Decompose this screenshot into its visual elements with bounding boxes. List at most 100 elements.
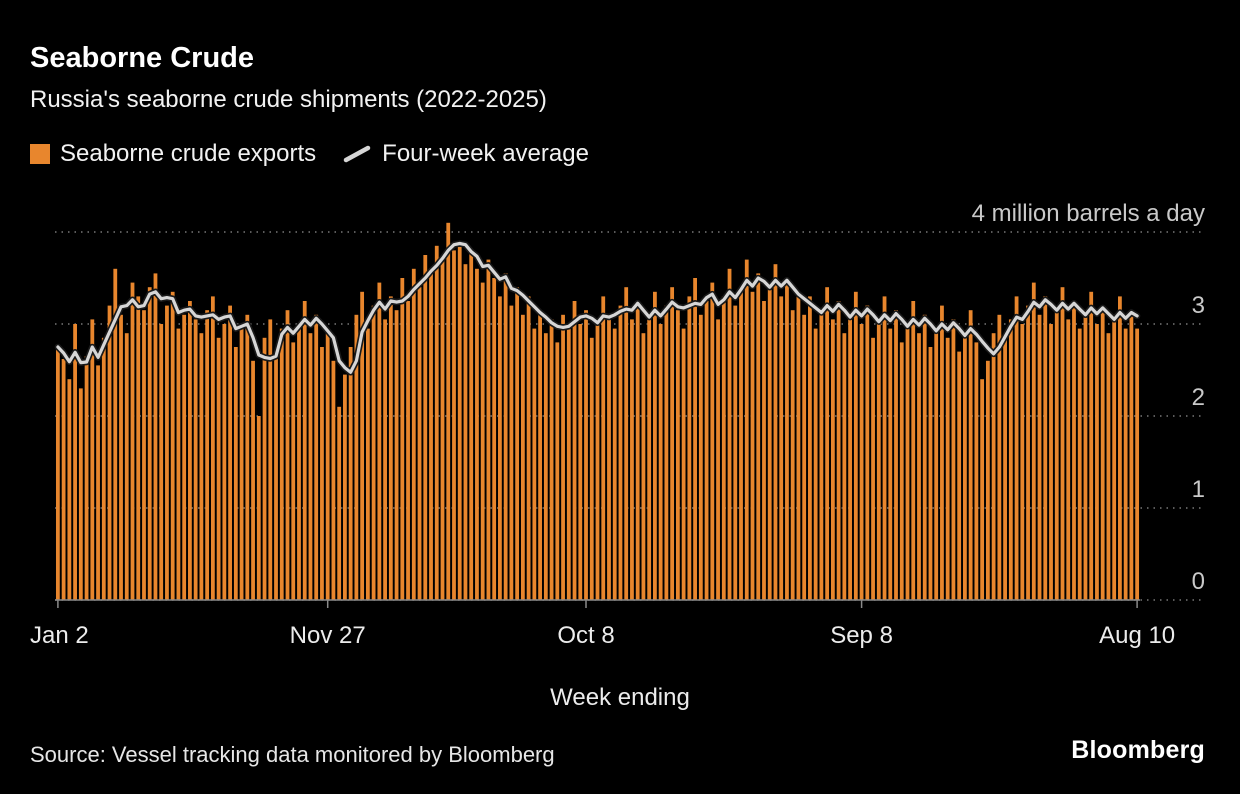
export-bar [750, 291, 755, 600]
x-tick-label-jan2: Jan 2 [30, 622, 89, 649]
export-bar [756, 273, 761, 600]
legend-item-average: Four-week average [342, 140, 589, 168]
export-bar [526, 296, 531, 600]
export-bar [997, 314, 1002, 600]
export-bar [744, 259, 749, 600]
export-bar [716, 319, 720, 600]
export-bar [337, 406, 342, 600]
export-bar [90, 319, 95, 600]
x-tick-label-aug10: Aug 10 [1099, 622, 1176, 649]
export-bar [434, 245, 439, 601]
legend: Seaborne crude exports Four-week average [30, 140, 589, 168]
export-bar [331, 360, 336, 600]
page-subtitle: Russia's seaborne crude shipments (2022-… [30, 86, 547, 113]
export-bar [1003, 337, 1007, 600]
export-bar [739, 287, 743, 600]
export-bar [423, 255, 428, 600]
export-bar [205, 310, 210, 600]
export-bar [630, 319, 634, 600]
bar-swatch-icon [30, 144, 50, 164]
export-bar [61, 359, 66, 600]
export-bar [698, 314, 703, 600]
export-bar [55, 347, 60, 600]
export-bar [572, 301, 577, 600]
export-bar [871, 337, 875, 600]
export-bar [1008, 319, 1013, 600]
export-bar [1031, 282, 1036, 600]
export-bar [991, 333, 996, 600]
export-bar [624, 287, 629, 600]
export-bar [216, 337, 221, 600]
export-bar [239, 328, 244, 600]
export-bar [566, 328, 571, 600]
export-bar [142, 310, 146, 600]
export-bar [980, 379, 985, 600]
export-bar [899, 342, 904, 600]
export-bar [830, 319, 835, 600]
export-bar [199, 333, 204, 600]
export-bar [882, 296, 887, 600]
export-bar [440, 259, 445, 600]
average-line [56, 241, 1139, 374]
export-bar [96, 365, 100, 600]
export-bar [147, 287, 152, 600]
export-bar [1054, 305, 1059, 600]
export-bar [446, 222, 451, 601]
export-bar [538, 310, 542, 600]
export-bar [647, 314, 652, 600]
export-bar [1118, 296, 1122, 600]
export-bar [308, 333, 313, 600]
export-bar [963, 333, 967, 600]
export-bar [853, 291, 858, 600]
export-bar [894, 310, 898, 600]
export-bar [67, 379, 72, 600]
export-bar [515, 287, 520, 600]
page-title: Seaborne Crude [30, 42, 254, 74]
export-bar [641, 333, 646, 600]
export-bar [1049, 324, 1053, 600]
export-bar [371, 305, 376, 600]
export-bar [84, 356, 89, 600]
export-bar [767, 282, 772, 600]
export-bar [302, 301, 307, 600]
export-bar [727, 268, 732, 600]
export-bar [1043, 296, 1048, 600]
export-bar [469, 250, 474, 600]
export-bar [480, 282, 485, 600]
export-bar [940, 305, 944, 600]
export-bar [222, 324, 227, 600]
export-bar [549, 319, 554, 600]
export-bar [1014, 296, 1019, 600]
export-bar [509, 305, 514, 600]
export-bar [343, 374, 347, 600]
export-bar [1129, 310, 1134, 600]
export-bar [170, 291, 175, 600]
export-bar [503, 273, 508, 600]
export-bar [475, 268, 479, 600]
export-bar [188, 301, 192, 600]
legend-label-exports: Seaborne crude exports [60, 140, 317, 167]
export-bar [1135, 328, 1140, 600]
export-bar [78, 388, 83, 600]
export-bar [383, 319, 387, 600]
export-bar [285, 310, 290, 600]
export-bar [1020, 324, 1025, 600]
legend-item-exports: Seaborne crude exports [30, 140, 316, 168]
export-bar [325, 328, 330, 600]
export-bar [681, 328, 686, 600]
export-bar [153, 273, 158, 600]
export-bar [928, 347, 933, 600]
export-bar [957, 351, 962, 600]
export-bar [687, 296, 692, 600]
export-bar [601, 296, 606, 600]
export-bar [107, 305, 112, 600]
export-bar [1100, 305, 1105, 600]
export-bar [124, 333, 129, 600]
line-swatch-icon [342, 143, 372, 165]
export-bar [779, 296, 784, 600]
export-bar [245, 314, 250, 600]
export-bar [417, 287, 422, 600]
export-bar [704, 301, 709, 600]
export-bar [176, 328, 181, 600]
